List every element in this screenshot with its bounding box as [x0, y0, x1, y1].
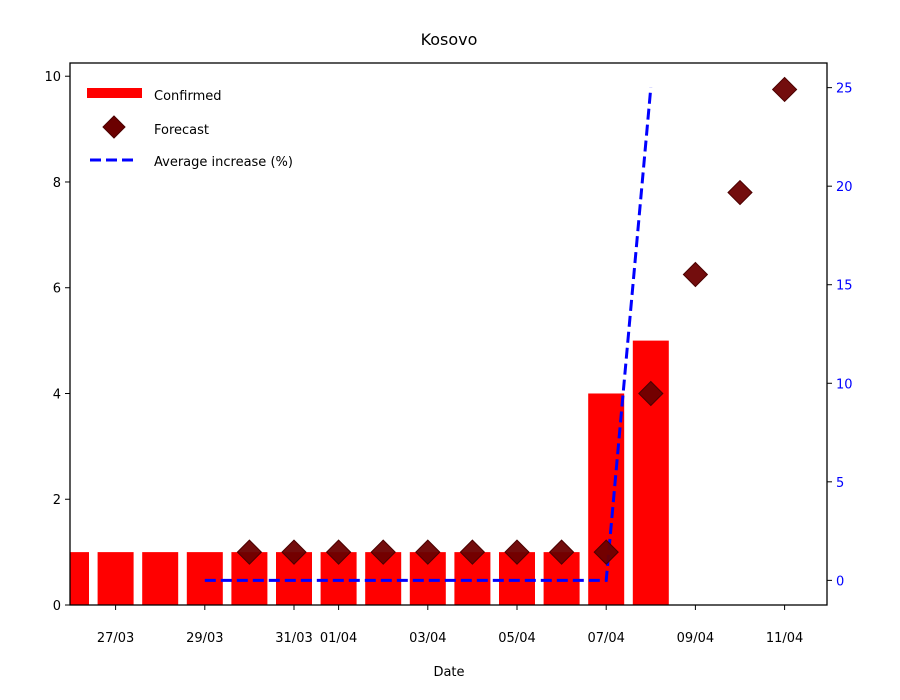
y2-tick-label: 10	[836, 377, 853, 392]
x-tick-label: 29/03	[186, 631, 223, 646]
bar-confirmed	[186, 552, 223, 605]
bar-confirmed	[588, 393, 625, 605]
bar-confirmed	[632, 340, 669, 605]
plot-area	[70, 76, 798, 605]
x-tick-label: 07/04	[587, 631, 624, 646]
y-tick-label: 4	[53, 387, 61, 402]
plot-frame	[69, 62, 828, 606]
y-axis-right: 0 5 10 15 20 25	[827, 82, 853, 589]
chart-title: Kosovo	[421, 30, 478, 49]
x-tick-label: 05/04	[498, 631, 535, 646]
y2-tick-label: 25	[836, 82, 853, 97]
y2-tick-label: 15	[836, 279, 853, 294]
point-forecast	[548, 539, 575, 565]
point-forecast	[325, 539, 352, 565]
point-forecast	[236, 539, 263, 565]
y2-tick-label: 20	[836, 180, 853, 195]
legend-swatch-forecast	[102, 115, 126, 139]
bar-confirmed	[142, 552, 179, 605]
y-tick-label: 2	[53, 493, 61, 508]
point-forecast	[459, 539, 486, 565]
point-forecast	[281, 539, 307, 565]
x-tick-label: 11/04	[766, 631, 803, 646]
x-tick-label: 01/04	[320, 631, 357, 646]
legend: Confirmed Forecast Average increase (%)	[87, 88, 293, 170]
y-tick-label: 6	[53, 282, 61, 297]
x-tick-label: 03/04	[409, 631, 446, 646]
x-tick-label: 09/04	[677, 631, 714, 646]
legend-label-forecast: Forecast	[154, 123, 209, 138]
point-forecast	[593, 539, 619, 565]
point-forecast	[727, 179, 753, 206]
bar-confirmed	[97, 552, 134, 605]
point-forecast	[638, 380, 664, 407]
y-tick-label: 0	[53, 599, 61, 614]
legend-label-confirmed: Confirmed	[154, 89, 222, 104]
legend-label-average-increase: Average increase (%)	[154, 155, 293, 170]
x-axis-label: Date	[433, 665, 464, 680]
point-forecast	[682, 261, 709, 288]
y-tick-label: 8	[53, 176, 61, 191]
legend-swatch-confirmed	[87, 88, 142, 98]
y-tick-label: 10	[44, 70, 61, 85]
x-axis: 27/03 29/03 31/03 01/04 03/04 05/04 07/04 09/04…	[97, 605, 803, 646]
point-forecast	[415, 539, 441, 565]
point-forecast	[370, 539, 396, 565]
x-tick-label: 31/03	[275, 631, 312, 646]
y2-tick-label: 0	[836, 574, 844, 589]
point-forecast	[504, 539, 530, 565]
y-axis-left: 0 2 4 6 8 10	[44, 70, 70, 614]
line-average-increase	[204, 87, 653, 582]
point-forecast	[771, 76, 798, 103]
y2-tick-label: 5	[836, 476, 844, 491]
bar-confirmed	[70, 552, 89, 605]
x-tick-label: 27/03	[97, 631, 134, 646]
